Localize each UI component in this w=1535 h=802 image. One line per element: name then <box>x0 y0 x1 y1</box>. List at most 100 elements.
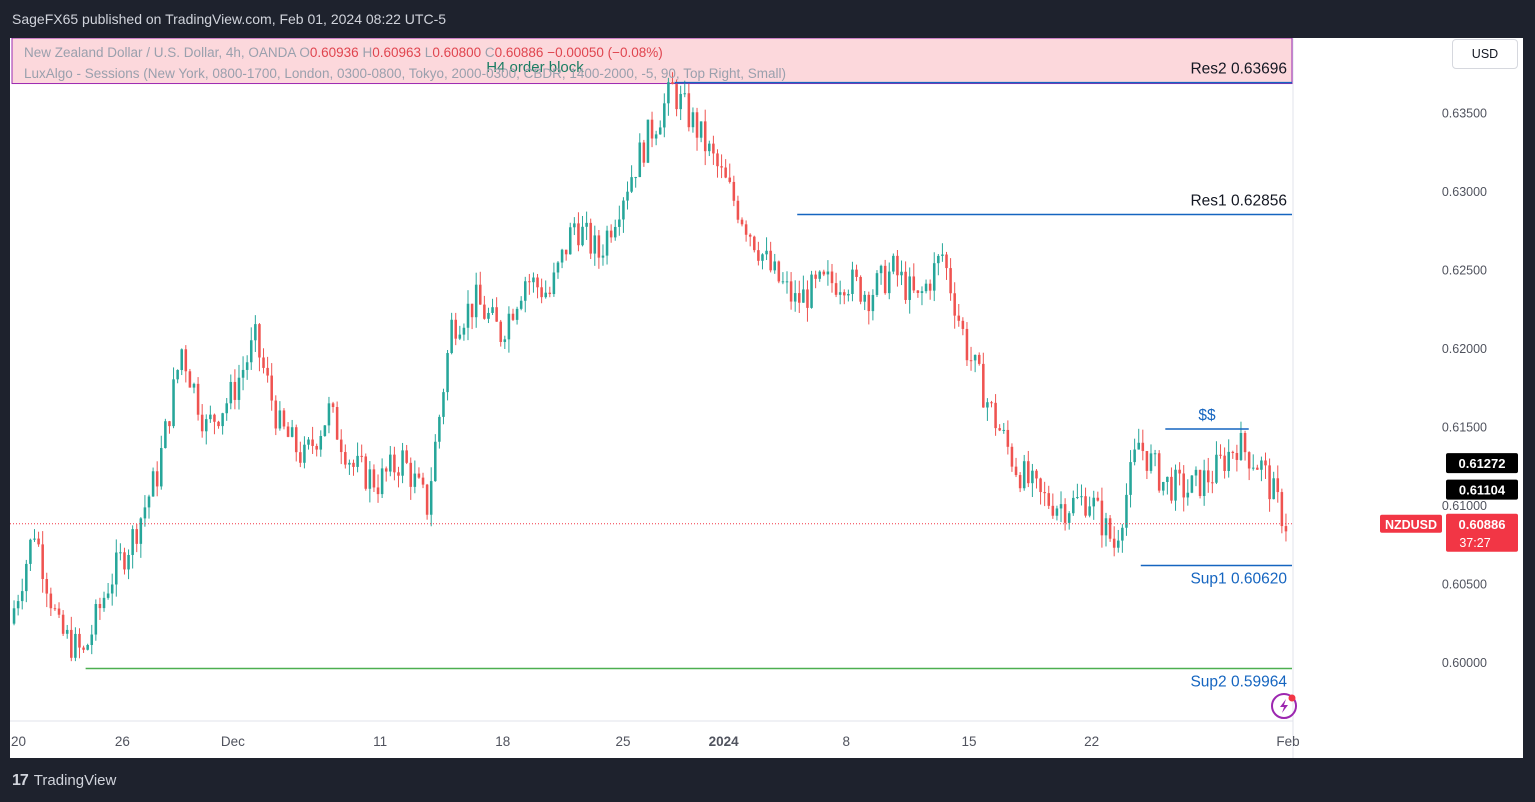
candle <box>20 578 24 610</box>
candle <box>417 467 421 479</box>
candle <box>61 610 65 636</box>
candle <box>360 444 363 463</box>
legend-low-value: 0.60800 <box>432 45 482 60</box>
candle <box>254 315 257 352</box>
x-tick-label: 15 <box>961 734 976 749</box>
candle <box>712 135 715 165</box>
candle <box>364 453 368 491</box>
candle <box>499 319 502 347</box>
candle <box>290 419 294 438</box>
candle <box>802 275 805 303</box>
candle <box>658 120 662 135</box>
candle <box>1051 493 1055 519</box>
candle <box>65 624 69 639</box>
candle <box>622 197 625 233</box>
candle <box>728 163 732 184</box>
candle <box>12 600 16 626</box>
candle <box>53 604 57 611</box>
candle <box>630 165 633 194</box>
candle <box>896 250 899 287</box>
candle <box>196 377 200 421</box>
candle <box>1202 459 1206 506</box>
candle <box>115 539 118 597</box>
candle <box>855 264 858 282</box>
candle <box>581 215 584 247</box>
candle <box>233 369 237 410</box>
candle <box>376 474 380 503</box>
candle <box>769 241 772 273</box>
x-tick-label: 18 <box>495 734 510 749</box>
candle <box>299 441 302 468</box>
candle <box>663 93 666 138</box>
last-price-tag-box <box>1446 513 1518 552</box>
candle <box>434 434 437 482</box>
candle <box>176 369 179 384</box>
level-label-sup2: Sup2 0.59964 <box>1190 674 1287 691</box>
candle <box>638 133 642 178</box>
candle <box>139 517 143 558</box>
candle <box>303 436 306 469</box>
candle <box>634 176 637 188</box>
candle <box>335 401 339 441</box>
candle <box>875 270 879 298</box>
candle <box>221 412 224 435</box>
candle <box>204 414 208 445</box>
candle <box>29 538 32 571</box>
candle <box>1215 441 1218 485</box>
candle <box>110 573 114 606</box>
candle <box>348 459 351 475</box>
candle <box>814 270 817 289</box>
candle <box>945 251 948 280</box>
footer-brand[interactable]: 17 TradingView <box>0 760 1535 802</box>
candle <box>1198 469 1202 499</box>
candle <box>838 280 842 305</box>
liquidity-label: $$ <box>1198 407 1216 424</box>
candle <box>131 525 134 569</box>
candle <box>1092 490 1096 520</box>
legend-indicator[interactable]: LuxAlgo - Sessions (New York, 0800-1700,… <box>24 66 786 81</box>
candle <box>1006 420 1010 455</box>
candle <box>372 464 376 492</box>
candle <box>1035 469 1038 489</box>
candle <box>1247 451 1251 481</box>
symbol-tag-label: NZDUSD <box>1385 518 1437 532</box>
candle <box>1121 524 1124 553</box>
candle <box>605 225 609 265</box>
level-tag-box <box>1446 453 1518 474</box>
candle <box>209 405 212 423</box>
candle <box>507 306 511 353</box>
level-label-sup1: Sup1 0.60620 <box>1190 571 1287 588</box>
y-tick-label: 0.60000 <box>1442 656 1487 670</box>
price-chart[interactable]: H4 order block Res2 0.63696 Res1 0.62856 S… <box>10 37 1523 758</box>
candle <box>98 597 102 620</box>
candle <box>834 272 838 298</box>
candle <box>703 109 707 166</box>
candle <box>33 529 36 542</box>
candle <box>740 217 744 227</box>
chart-panel[interactable]: H4 order block Res2 0.63696 Res1 0.62856 S… <box>10 37 1523 758</box>
candle <box>286 422 290 438</box>
candle <box>1039 477 1042 505</box>
candle <box>683 80 687 98</box>
candle <box>389 446 392 477</box>
candle <box>479 271 482 305</box>
candle <box>429 467 433 527</box>
currency-button[interactable]: USD <box>1452 39 1518 69</box>
candle <box>642 139 646 167</box>
candle <box>380 458 384 499</box>
legend-change: −0.00050 (−0.08%) <box>547 45 663 60</box>
candle <box>405 444 408 465</box>
candle <box>618 205 621 236</box>
candle <box>45 572 49 608</box>
alert-icon[interactable] <box>1271 693 1297 719</box>
candle <box>585 211 588 240</box>
candle <box>474 272 478 328</box>
candle <box>675 79 678 117</box>
order-block-label: H4 order block <box>486 59 584 76</box>
candle <box>1137 428 1140 450</box>
candle <box>990 400 993 408</box>
candle <box>421 472 425 489</box>
candle <box>462 323 466 341</box>
candle <box>1141 429 1145 461</box>
countdown-label: 37:27 <box>1459 536 1490 550</box>
